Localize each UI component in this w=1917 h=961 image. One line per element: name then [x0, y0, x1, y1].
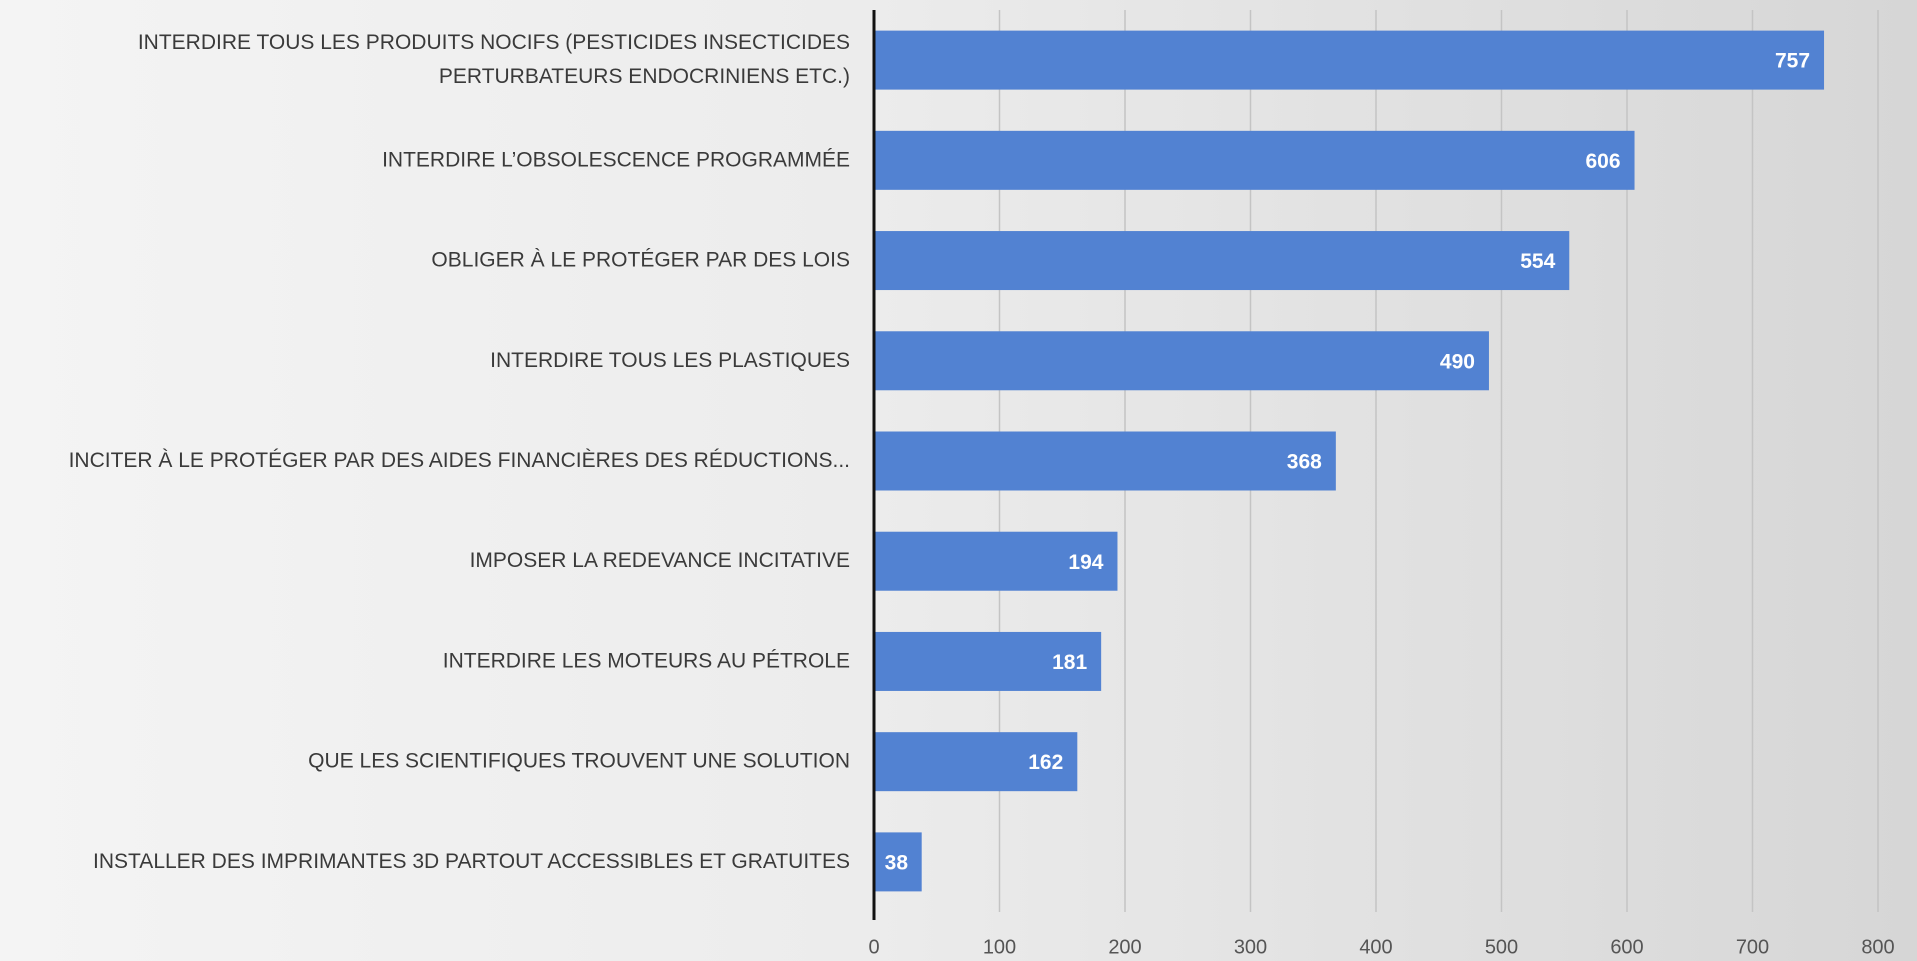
x-tick-label: 500 [1485, 936, 1518, 958]
value-label: 194 [1068, 551, 1103, 574]
bar [874, 30, 1825, 90]
y-tick-label: QUE LES SCIENTIFIQUES TROUVENT UNE SOLUT… [308, 749, 850, 772]
value-label: 606 [1585, 150, 1620, 173]
bar [874, 130, 1635, 190]
y-tick-label: INTERDIRE L’OBSOLESCENCE PROGRAMMÉE [382, 148, 850, 171]
y-tick-label: INCITER À LE PROTÉGER PAR DES AIDES FINA… [69, 449, 850, 472]
y-tick-label: INTERDIRE TOUS LES PLASTIQUES [490, 348, 850, 371]
value-label: 757 [1775, 50, 1810, 73]
x-tick-label: 800 [1861, 936, 1894, 958]
y-tick-label: IMPOSER LA REDEVANCE INCITATIVE [470, 549, 850, 572]
bar [874, 531, 1118, 591]
x-tick-label: 200 [1108, 936, 1141, 958]
y-tick-label: INTERDIRE TOUS LES PRODUITS NOCIFS (PEST… [138, 31, 850, 88]
bar [874, 431, 1336, 491]
bar [874, 331, 1489, 391]
x-tick-label: 100 [983, 936, 1016, 958]
value-label: 38 [885, 851, 909, 874]
bar [874, 832, 922, 892]
value-label: 554 [1520, 250, 1555, 273]
value-label: 162 [1028, 751, 1063, 774]
value-label: 368 [1287, 451, 1322, 474]
value-label: 181 [1052, 651, 1087, 674]
value-label: 490 [1440, 350, 1475, 373]
bar [874, 732, 1078, 792]
y-tick-label: OBLIGER À LE PROTÉGER PAR DES LOIS [431, 248, 850, 271]
x-tick-label: 600 [1610, 936, 1643, 958]
x-tick-label: 0 [868, 936, 879, 958]
y-tick-label: INTERDIRE LES MOTEURS AU PÉTROLE [443, 649, 850, 672]
bar [874, 231, 1570, 291]
x-tick-label: 700 [1736, 936, 1769, 958]
y-tick-label: INSTALLER DES IMPRIMANTES 3D PARTOUT ACC… [93, 849, 850, 872]
bar [874, 631, 1102, 691]
x-tick-label: 400 [1359, 936, 1392, 958]
x-tick-label: 300 [1234, 936, 1267, 958]
